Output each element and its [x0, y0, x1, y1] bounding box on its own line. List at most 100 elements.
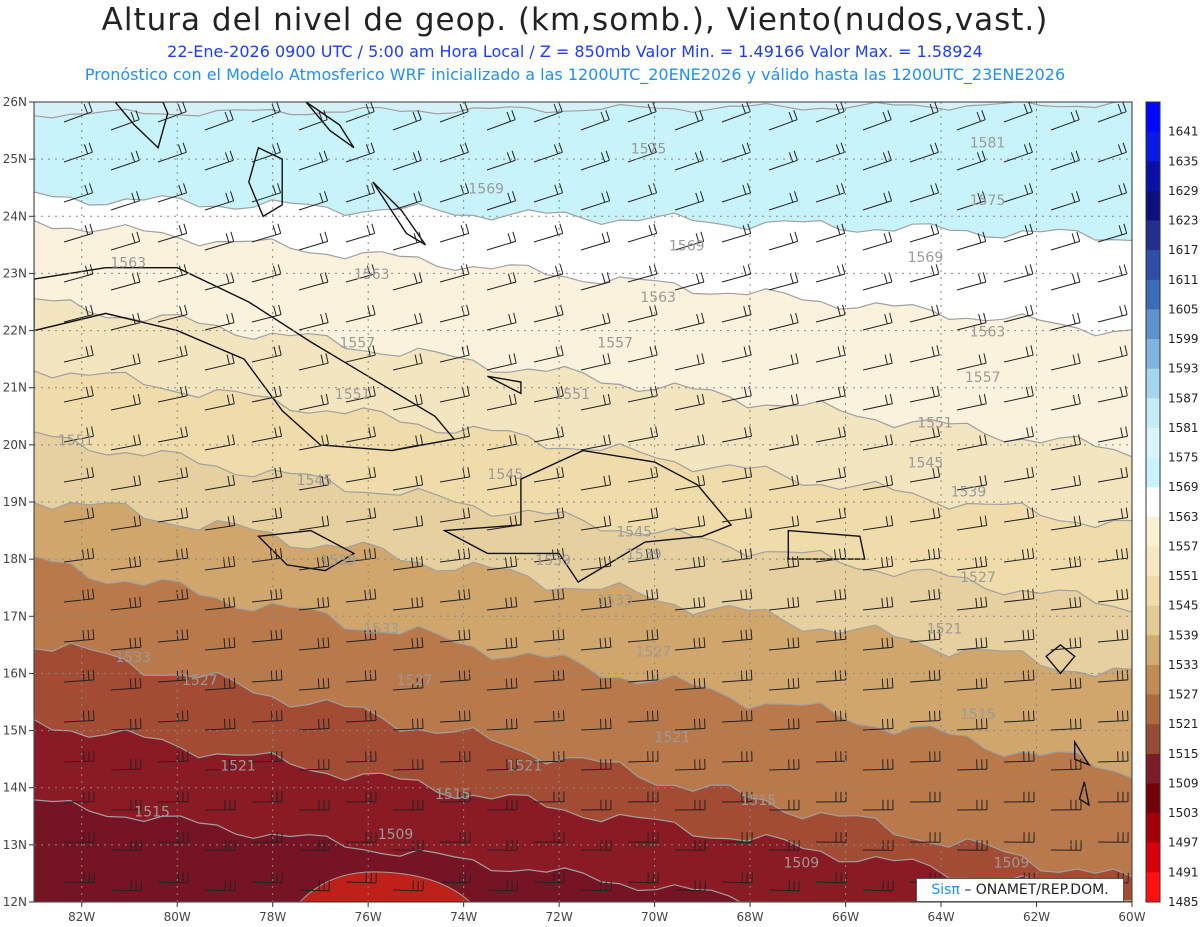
wind-barb — [580, 515, 612, 531]
wind-barb — [204, 434, 235, 451]
contour-label: 1521 — [220, 759, 256, 775]
wind-barb — [392, 556, 424, 571]
wind-barb — [768, 110, 798, 131]
wind-barb — [345, 710, 377, 723]
wind-barb — [1003, 751, 1035, 763]
x-tick-label: 62W — [1023, 910, 1050, 924]
wind-barb — [580, 110, 610, 131]
colorbar-swatch — [1146, 309, 1160, 340]
y-tick-label: 18N — [3, 552, 27, 566]
wind-barb — [533, 304, 564, 323]
contour-label: 1545 — [488, 467, 524, 483]
wind-barb — [157, 629, 189, 643]
wind-barb — [110, 312, 141, 331]
colorbar-frame — [1145, 101, 1161, 903]
wind-barb — [1050, 677, 1082, 691]
wind-barb — [721, 669, 753, 683]
contour-label: 1545 — [616, 524, 652, 540]
wind-barb — [110, 110, 140, 131]
wind-barb — [392, 110, 422, 131]
wind-barb — [345, 832, 377, 843]
wind-barb — [721, 183, 752, 203]
wind-barb — [204, 110, 234, 131]
wind-barb — [157, 791, 189, 803]
wind-barb — [298, 880, 330, 892]
wind-barb — [486, 191, 517, 211]
colorbar-label: 1617 — [1168, 243, 1199, 257]
wind-barb — [768, 434, 799, 451]
wind-barb — [627, 872, 659, 884]
wind-barb — [486, 637, 518, 651]
wind-barb — [63, 548, 95, 563]
colorbar-label: 1515 — [1168, 747, 1199, 761]
wind-barb — [110, 393, 141, 411]
wind-barb — [768, 840, 800, 851]
colorbar-swatch — [1146, 487, 1160, 518]
wind-barb — [439, 588, 471, 603]
wind-barb — [862, 637, 894, 651]
wind-barb — [721, 223, 752, 243]
wind-barb — [251, 507, 283, 523]
colorbar-label: 1563 — [1168, 510, 1199, 524]
map-title: Altura del nivel de geop. (km,somb.), Vi… — [101, 2, 1049, 38]
wind-barb — [580, 475, 612, 491]
wind-barb — [862, 677, 894, 691]
contour-label: 1515 — [741, 793, 777, 809]
longitude-ticks: 82W 80W 78W 76W 74W 72W 70W 68W 66W 64W 62W 60W — [68, 902, 1146, 924]
wind-barb — [1050, 312, 1081, 331]
wind-barb — [815, 102, 845, 123]
wind-barb — [674, 475, 706, 491]
colorbar-swatch — [1146, 546, 1160, 577]
wind-barb — [674, 596, 706, 611]
wind-barb — [1003, 832, 1035, 843]
contour-label: 1527 — [636, 644, 672, 660]
wind-barb — [345, 304, 376, 323]
y-tick-label: 22N — [3, 324, 27, 338]
wind-barb — [862, 393, 893, 411]
wind-barb — [392, 393, 423, 411]
wind-barb — [815, 467, 847, 483]
wind-barb — [862, 880, 894, 892]
wind-barb — [768, 231, 799, 251]
wind-barb — [909, 791, 941, 803]
wind-barb — [1050, 110, 1080, 131]
wind-barb — [909, 751, 941, 763]
wind-barb — [909, 467, 941, 483]
wind-barb — [1097, 629, 1129, 643]
wind-barb — [815, 345, 846, 363]
wind-barb — [1097, 710, 1129, 723]
wind-barb — [63, 467, 95, 483]
colorbar-label: 1569 — [1168, 480, 1199, 494]
wind-barb — [1097, 345, 1128, 363]
colorbar-label: 1503 — [1168, 806, 1199, 820]
colorbar-label: 1491 — [1168, 865, 1199, 879]
wind-barb — [674, 799, 706, 811]
wind-barb — [157, 183, 188, 203]
wind-barb — [768, 718, 800, 731]
wind-barb — [768, 556, 800, 571]
wind-barb — [674, 718, 706, 731]
wind-barb — [862, 596, 894, 611]
wind-barb — [815, 751, 847, 763]
wind-barb — [439, 304, 470, 323]
wind-barb — [157, 467, 189, 483]
wind-barb — [439, 710, 471, 723]
colorbar-label: 1557 — [1168, 539, 1199, 553]
wind-barb — [627, 629, 659, 643]
wind-barb — [533, 183, 564, 203]
wind-barb — [627, 548, 659, 563]
colorbar-label: 1635 — [1168, 154, 1199, 168]
wind-barb — [204, 353, 235, 371]
x-tick-label: 68W — [737, 910, 764, 924]
wind-barb — [486, 759, 518, 771]
wind-barb — [956, 434, 987, 451]
wind-barb — [1050, 515, 1082, 531]
coastline-shape — [1045, 644, 1076, 675]
colorbar-label: 1611 — [1168, 273, 1199, 287]
wind-barb — [768, 759, 800, 771]
wind-barb — [63, 710, 95, 723]
wind-barb — [439, 872, 471, 884]
x-tick-label: 72W — [546, 910, 573, 924]
wind-barb — [251, 264, 282, 283]
contour-label: 1563 — [110, 256, 146, 272]
